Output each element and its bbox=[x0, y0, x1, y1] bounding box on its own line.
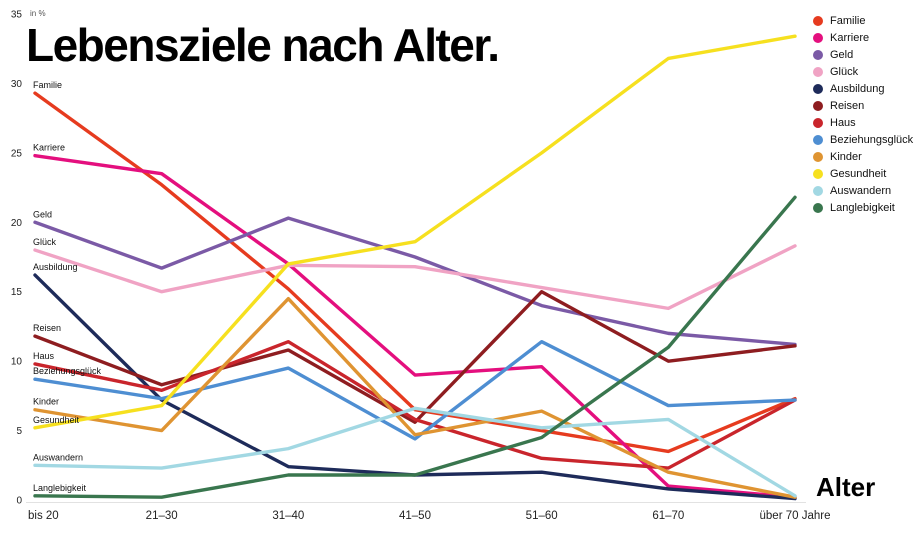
legend-item-Geld: Geld bbox=[813, 49, 913, 61]
series-start-label: Familie bbox=[33, 80, 62, 90]
legend-dot bbox=[813, 84, 823, 94]
legend-label: Reisen bbox=[830, 100, 865, 112]
y-tick-label: 25 bbox=[11, 148, 23, 159]
series-start-label: Ausbildung bbox=[33, 262, 78, 272]
legend-label: Gesundheit bbox=[830, 168, 887, 180]
legend-label: Haus bbox=[830, 117, 856, 129]
legend-item-Karriere: Karriere bbox=[813, 32, 913, 44]
series-line-Langlebigkeit bbox=[33, 195, 797, 499]
series-line-Glück bbox=[33, 244, 797, 311]
series-start-label: Langlebigkeit bbox=[33, 483, 87, 493]
y-tick-label: 20 bbox=[11, 218, 23, 229]
series-start-label: Glück bbox=[33, 237, 57, 247]
series-line-Gesundheit bbox=[33, 34, 797, 430]
legend-label: Familie bbox=[830, 15, 866, 27]
legend-item-Auswandern: Auswandern bbox=[813, 185, 913, 197]
series-line-Geld bbox=[33, 216, 797, 347]
y-tick-label: 5 bbox=[16, 426, 22, 437]
x-tick-label: 31–40 bbox=[272, 510, 304, 522]
legend-item-Gesundheit: Gesundheit bbox=[813, 168, 913, 180]
legend-dot bbox=[813, 186, 823, 196]
chart-title: Lebensziele nach Alter. bbox=[26, 19, 500, 71]
legend-label: Beziehungsglück bbox=[830, 134, 914, 146]
y-tick-label: 15 bbox=[11, 287, 23, 298]
x-axis-title: Alter bbox=[816, 472, 876, 502]
legend: Familie Karriere Geld Glück Ausbildung Reisen… bbox=[813, 15, 913, 219]
legend-dot bbox=[813, 33, 823, 43]
series-line-Kinder bbox=[33, 296, 797, 499]
legend-item-Kinder: Kinder bbox=[813, 151, 913, 163]
legend-dot bbox=[813, 16, 823, 26]
legend-item-Ausbildung: Ausbildung bbox=[813, 83, 913, 95]
series-line-Reisen bbox=[33, 290, 797, 424]
series-line-Haus bbox=[33, 340, 797, 470]
x-tick-label: 61–70 bbox=[652, 510, 684, 522]
legend-dot bbox=[813, 203, 823, 213]
series-start-label: Karriere bbox=[33, 143, 65, 153]
legend-label: Langlebigkeit bbox=[830, 202, 895, 214]
legend-dot bbox=[813, 67, 823, 77]
legend-dot bbox=[813, 169, 823, 179]
series-start-label: Haus bbox=[33, 351, 55, 361]
legend-dot bbox=[813, 50, 823, 60]
legend-label: Kinder bbox=[830, 151, 862, 163]
y-tick-label: 0 bbox=[16, 496, 22, 507]
y-tick-label: 35 bbox=[11, 10, 23, 21]
legend-dot bbox=[813, 152, 823, 162]
legend-item-Reisen: Reisen bbox=[813, 100, 913, 112]
series-start-label: Gesundheit bbox=[33, 415, 80, 425]
y-tick-label: 10 bbox=[11, 357, 23, 368]
series-line-Auswandern bbox=[33, 406, 797, 498]
legend-label: Glück bbox=[830, 66, 859, 78]
series-line-Beziehungsglück bbox=[33, 340, 797, 441]
legend-label: Karriere bbox=[830, 32, 870, 44]
x-tick-label: über 70 Jahre bbox=[760, 510, 831, 522]
x-tick-label: 51–60 bbox=[526, 510, 558, 522]
legend-label: Auswandern bbox=[830, 185, 892, 197]
legend-dot bbox=[813, 135, 823, 145]
legend-label: Ausbildung bbox=[830, 83, 885, 95]
series-start-label: Geld bbox=[33, 209, 52, 219]
legend-label: Geld bbox=[830, 49, 854, 61]
legend-item-Familie: Familie bbox=[813, 15, 913, 27]
legend-dot bbox=[813, 118, 823, 128]
legend-item-Haus: Haus bbox=[813, 117, 913, 129]
legend-item-Glück: Glück bbox=[813, 66, 913, 78]
series-line-Karriere bbox=[33, 153, 797, 499]
legend-dot bbox=[813, 101, 823, 111]
series-start-label: Beziehungsglück bbox=[33, 366, 102, 376]
x-tick-label: 21–30 bbox=[146, 510, 178, 522]
x-tick-label: bis 20 bbox=[28, 510, 59, 522]
series-start-label: Reisen bbox=[33, 323, 61, 333]
legend-item-Langlebigkeit: Langlebigkeit bbox=[813, 202, 913, 214]
legend-item-Beziehungsglück: Beziehungsglück bbox=[813, 134, 913, 146]
x-tick-label: 41–50 bbox=[399, 510, 431, 522]
unit-label: in % bbox=[30, 9, 46, 18]
y-tick-label: 30 bbox=[11, 79, 23, 90]
series-start-label: Kinder bbox=[33, 397, 59, 407]
series-start-label: Auswandern bbox=[33, 452, 83, 462]
